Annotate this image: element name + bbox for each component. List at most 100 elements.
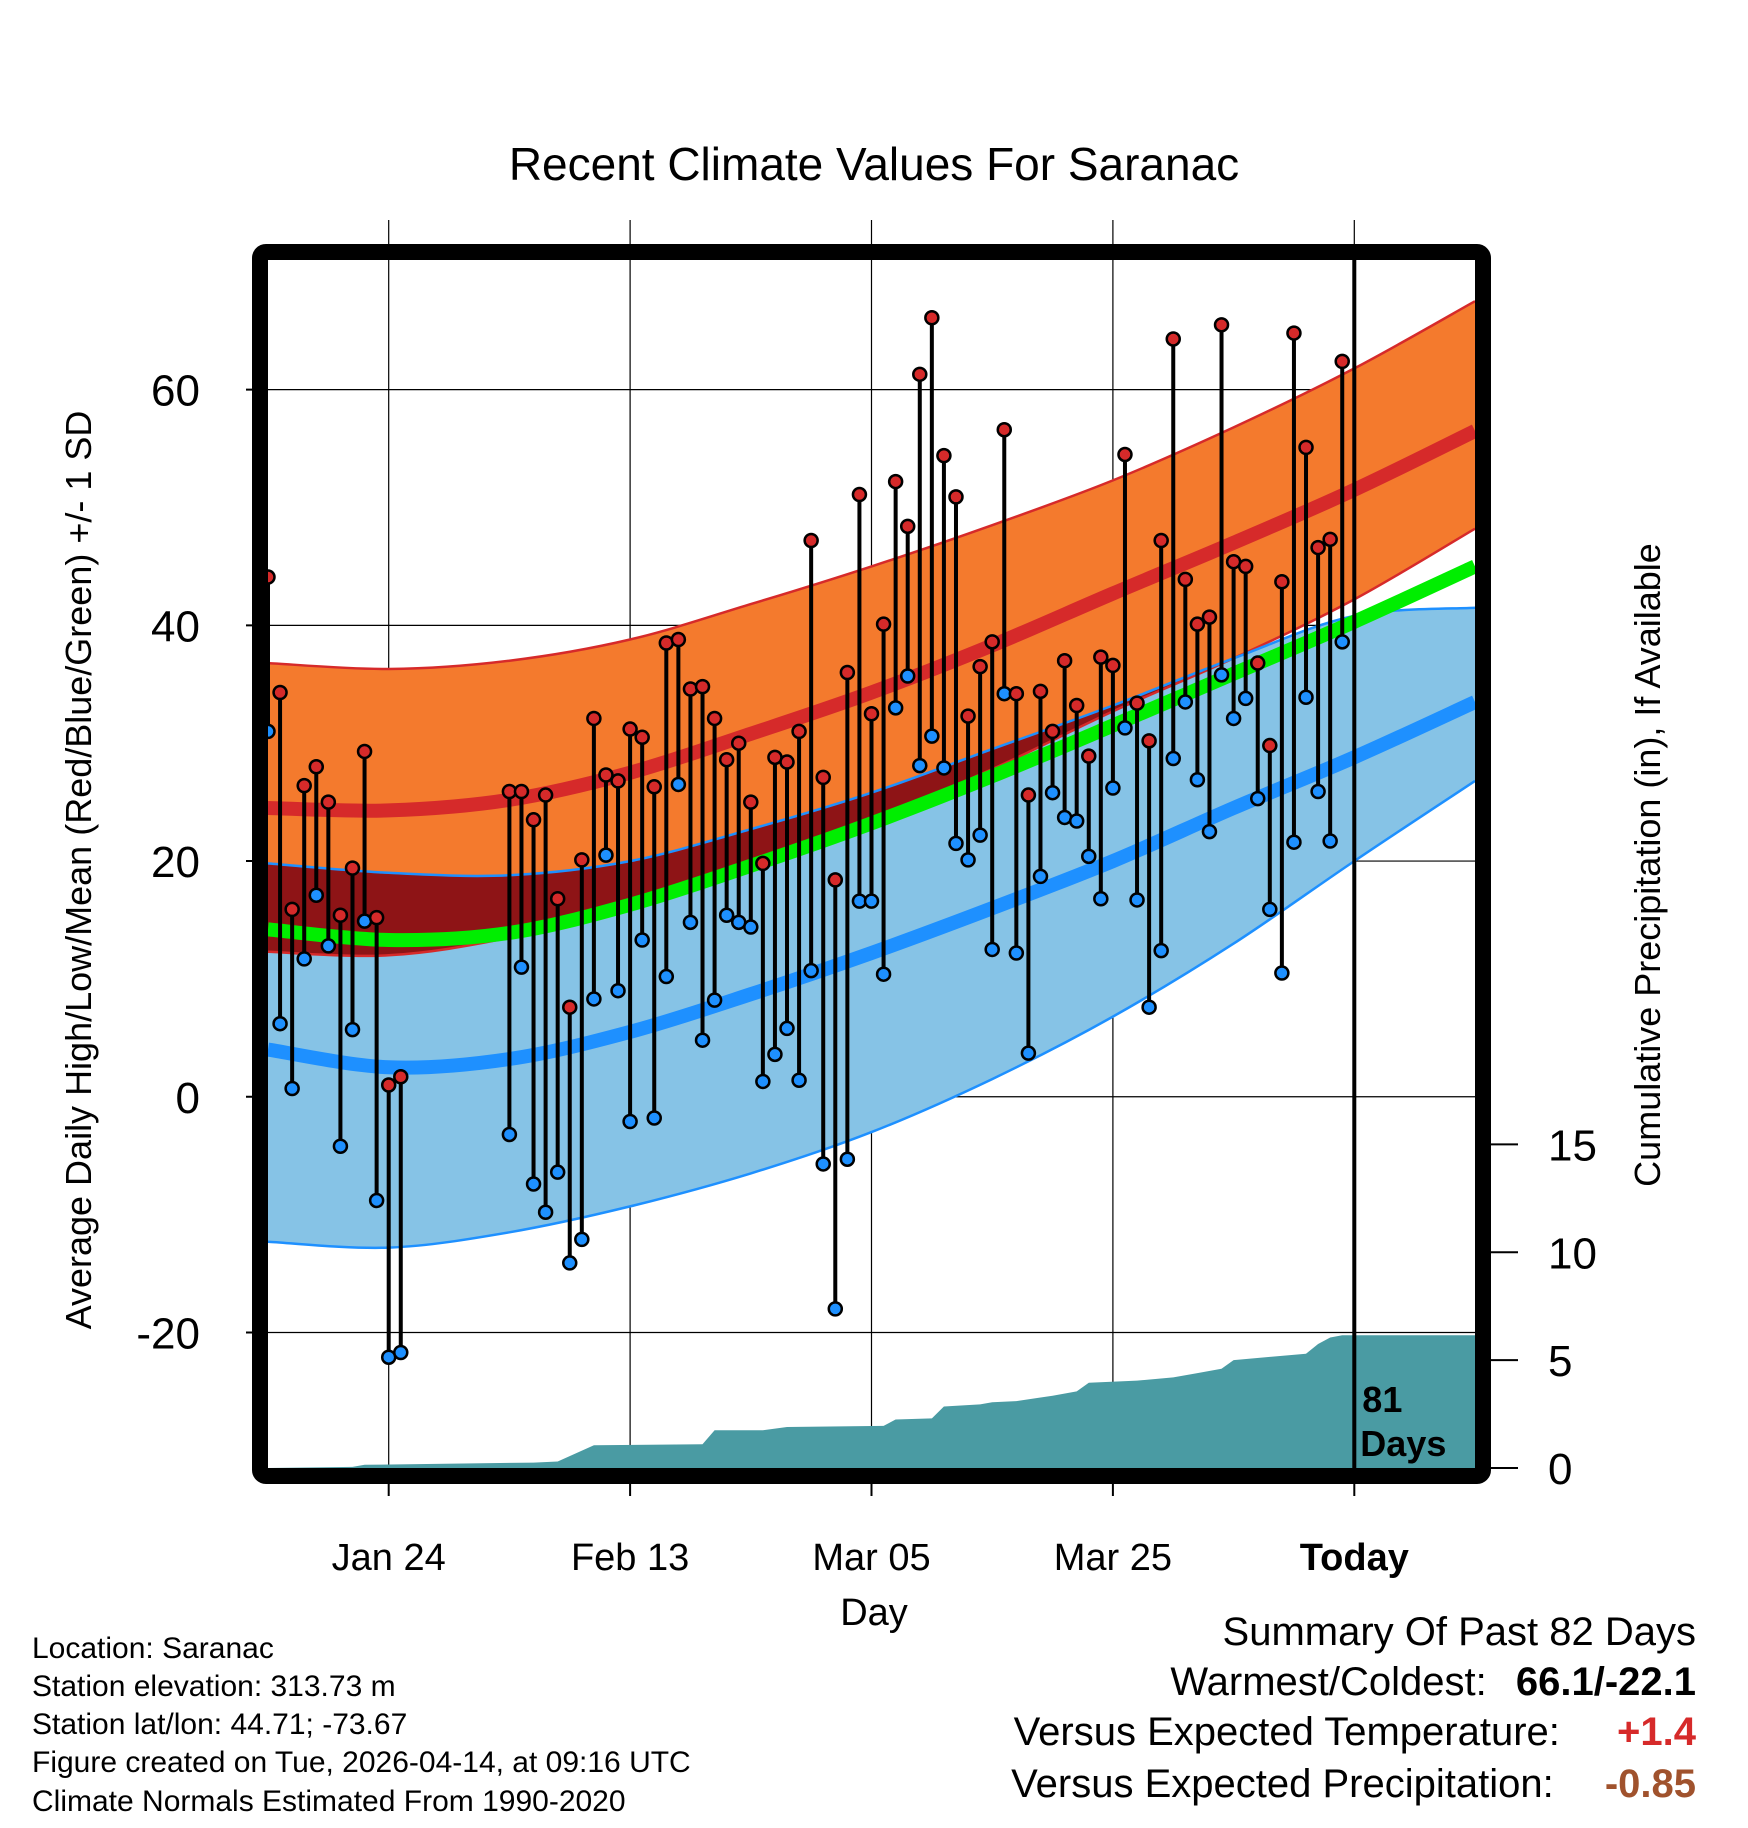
daily-low-point: [1068, 813, 1085, 829]
daily-high-point: [284, 901, 300, 918]
daily-high-point: [1298, 439, 1314, 456]
info-location: Location: Saranac: [32, 1632, 274, 1665]
daily-low-point: [936, 760, 952, 776]
daily-low-point: [308, 887, 325, 903]
summary-heading: Summary Of Past 82 Days: [1222, 1610, 1696, 1654]
daily-high-point: [344, 860, 361, 876]
daily-low-point: [284, 1080, 300, 1097]
x-tick-label: Mar 05: [812, 1537, 930, 1579]
daily-low-point: [1213, 667, 1230, 683]
daily-low-point: [1249, 790, 1266, 807]
daily-high-point: [380, 1077, 397, 1093]
daily-low-point: [598, 847, 614, 863]
y2-tick-label: 5: [1548, 1337, 1572, 1386]
daily-high-point: [1117, 446, 1133, 463]
daily-high-point: [1032, 683, 1049, 700]
daily-low-point: [658, 968, 675, 985]
x-axis-label: Day: [840, 1592, 908, 1634]
daily-high-point: [972, 658, 988, 675]
daily-low-point: [1129, 892, 1145, 908]
daily-low-point: [803, 962, 819, 979]
daily-high-point: [1189, 616, 1206, 632]
daily-high-point: [984, 634, 1000, 650]
daily-high-point: [1153, 532, 1169, 549]
info-created: Figure created on Tue, 2026-04-14, at 09…: [32, 1746, 691, 1779]
info-elevation: Station elevation: 313.73 m: [32, 1670, 396, 1703]
daily-high-point: [743, 794, 759, 810]
daily-low-point: [1105, 780, 1121, 796]
daily-high-point: [1068, 697, 1085, 714]
daily-high-point: [574, 852, 590, 868]
daily-high-point: [525, 812, 542, 828]
daily-high-point: [1286, 325, 1302, 341]
y-tick-label: 60: [151, 367, 200, 416]
daily-high-point: [1249, 655, 1266, 671]
info-normals: Climate Normals Estimated From 1990-2020: [32, 1785, 626, 1818]
daily-high-point: [815, 769, 831, 786]
daily-low-point: [1032, 868, 1049, 885]
daily-low-point: [1225, 710, 1242, 727]
daily-low-point: [1201, 823, 1218, 840]
normal-high-line: [267, 424, 1479, 818]
daily-low-point: [1334, 634, 1350, 650]
daily-high-point: [1213, 317, 1230, 333]
daily-high-point: [827, 872, 844, 888]
daily-high-point: [996, 421, 1013, 438]
daily-high-point: [356, 743, 373, 760]
daily-low-point: [513, 959, 530, 975]
daily-low-point: [984, 941, 1000, 958]
daily-high-point: [1334, 353, 1350, 370]
daily-low-point: [1141, 999, 1157, 1015]
daily-high-point: [586, 710, 602, 727]
daily-low-point: [706, 992, 723, 1008]
daily-high-point: [682, 681, 699, 697]
daily-high-point: [936, 447, 952, 464]
daily-low-point: [320, 938, 337, 954]
daily-high-point: [513, 783, 530, 800]
daily-low-point: [296, 951, 312, 967]
daily-low-point: [1262, 901, 1278, 918]
daily-low-point: [863, 893, 880, 909]
daily-high-point: [1274, 573, 1290, 590]
daily-high-point: [779, 754, 795, 770]
daily-low-point: [815, 1156, 831, 1172]
daily-low-point: [1310, 783, 1326, 800]
daily-low-point: [791, 1072, 807, 1089]
daily-low-point: [1044, 784, 1061, 801]
daily-low-point: [537, 1204, 554, 1221]
temp-delta-label: Versus Expected Temperature:: [1013, 1710, 1560, 1754]
daily-low-point: [610, 982, 626, 999]
daily-high-point: [598, 767, 614, 783]
daily-high-point: [887, 473, 904, 490]
summary-warm-cold: Warmest/Coldest: 66.1/-22.1: [1170, 1660, 1696, 1705]
daily-high-point: [1056, 652, 1073, 669]
daily-low-point: [924, 728, 940, 744]
daily-low-point: [1286, 834, 1302, 850]
x-tick-label: Today: [1300, 1537, 1409, 1579]
daily-high-point: [863, 705, 880, 722]
daily-low-point: [332, 1138, 349, 1155]
daily-low-point: [1153, 942, 1169, 959]
daily-high-point: [1020, 787, 1037, 803]
today-days-label: Days: [1360, 1423, 1446, 1464]
daily-low-point: [767, 1046, 783, 1063]
daily-high-point: [670, 631, 687, 648]
daily-high-point: [332, 907, 349, 924]
daily-high-point: [610, 773, 626, 789]
daily-high-point: [851, 486, 868, 503]
daily-low-point: [549, 1164, 566, 1180]
daily-low-point: [574, 1231, 590, 1248]
x-tick-label: Mar 25: [1054, 1537, 1172, 1579]
daily-high-point: [368, 909, 385, 926]
daily-high-point: [1129, 695, 1145, 711]
y2-tick-label: 0: [1548, 1445, 1572, 1494]
summary-temp: Versus Expected Temperature: +1.4: [1014, 1710, 1696, 1755]
daily-high-point: [791, 723, 807, 740]
daily-low-point: [1020, 1045, 1037, 1061]
daily-high-point: [1008, 685, 1025, 702]
daily-low-point: [743, 919, 759, 935]
daily-high-point: [1322, 531, 1338, 548]
daily-high-point: [803, 532, 819, 549]
